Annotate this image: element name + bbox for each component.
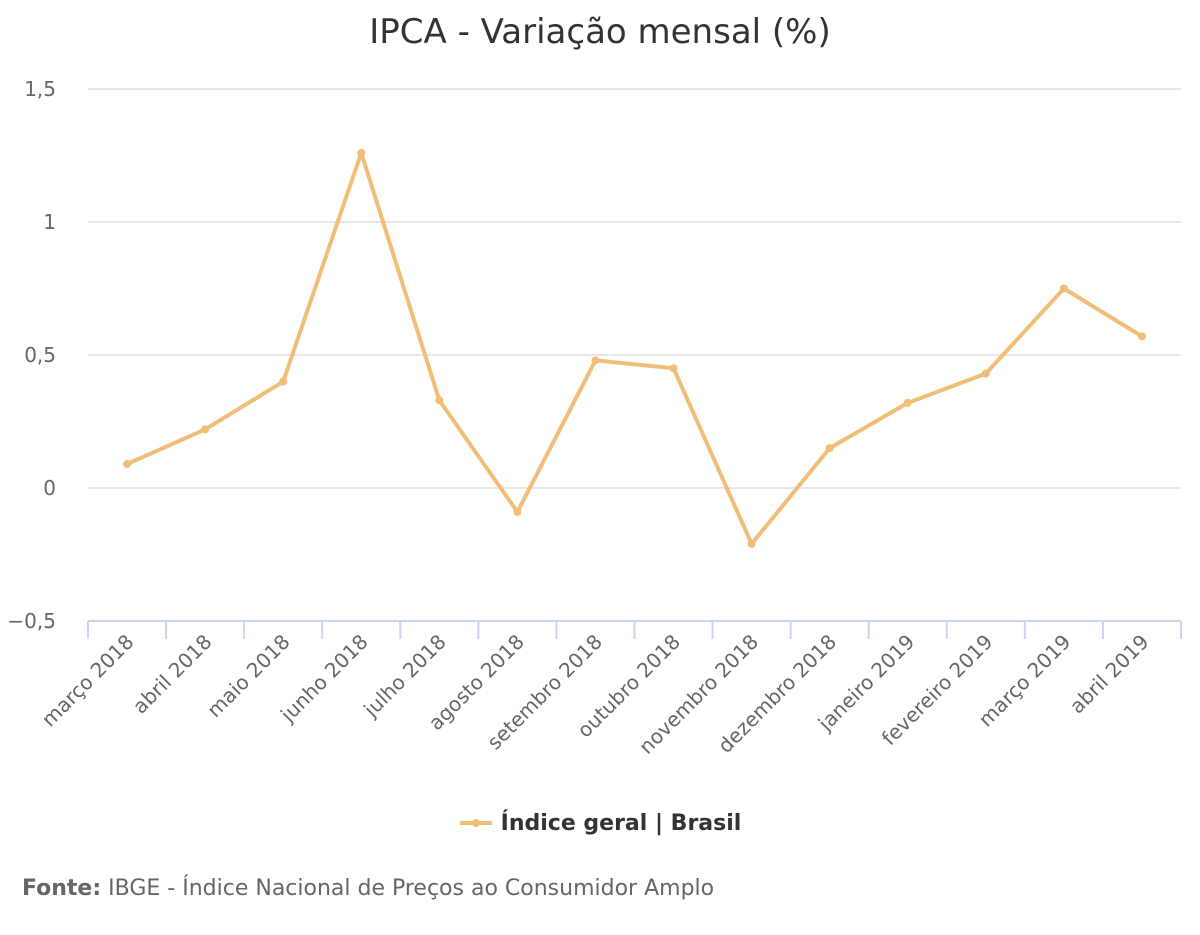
- series-line: [125, 150, 1144, 546]
- legend-line-marker-icon: [459, 819, 492, 827]
- data-point[interactable]: [669, 364, 678, 373]
- data-point[interactable]: [903, 398, 912, 407]
- data-point[interactable]: [591, 356, 600, 365]
- data-point[interactable]: [1059, 284, 1068, 293]
- gridlines: [88, 88, 1181, 489]
- y-tick-label: 1,5: [24, 77, 56, 101]
- data-point[interactable]: [279, 377, 288, 386]
- source-prefix: Fonte:: [22, 876, 102, 901]
- data-point[interactable]: [513, 507, 522, 516]
- x-tick-label: abril 2019: [1065, 630, 1154, 719]
- x-tick-label: março 2018: [37, 630, 139, 732]
- data-point[interactable]: [825, 444, 834, 453]
- data-point[interactable]: [1137, 332, 1146, 341]
- source-text: IBGE - Índice Nacional de Preços ao Cons…: [108, 876, 715, 901]
- data-point[interactable]: [123, 460, 132, 469]
- y-tick-label: 1: [43, 210, 56, 234]
- y-axis: −0,5 0 0,5 1 1,5: [7, 77, 56, 633]
- data-point[interactable]: [981, 369, 990, 378]
- legend: Índice geral | Brasil: [0, 806, 1200, 840]
- data-point[interactable]: [357, 148, 366, 157]
- legend-item-series-1[interactable]: Índice geral | Brasil: [459, 806, 742, 840]
- data-point[interactable]: [201, 425, 210, 434]
- data-point[interactable]: [747, 539, 756, 548]
- y-tick-label: 0: [43, 476, 56, 500]
- data-point[interactable]: [435, 396, 444, 405]
- legend-label: Índice geral | Brasil: [500, 810, 742, 836]
- source-note: Fonte: IBGE - Índice Nacional de Preços …: [22, 876, 714, 901]
- y-tick-label: 0,5: [24, 343, 56, 367]
- series-layer: [123, 148, 1146, 548]
- chart-title: IPCA - Variação mensal (%): [369, 12, 831, 52]
- y-tick-label: −0,5: [7, 609, 56, 633]
